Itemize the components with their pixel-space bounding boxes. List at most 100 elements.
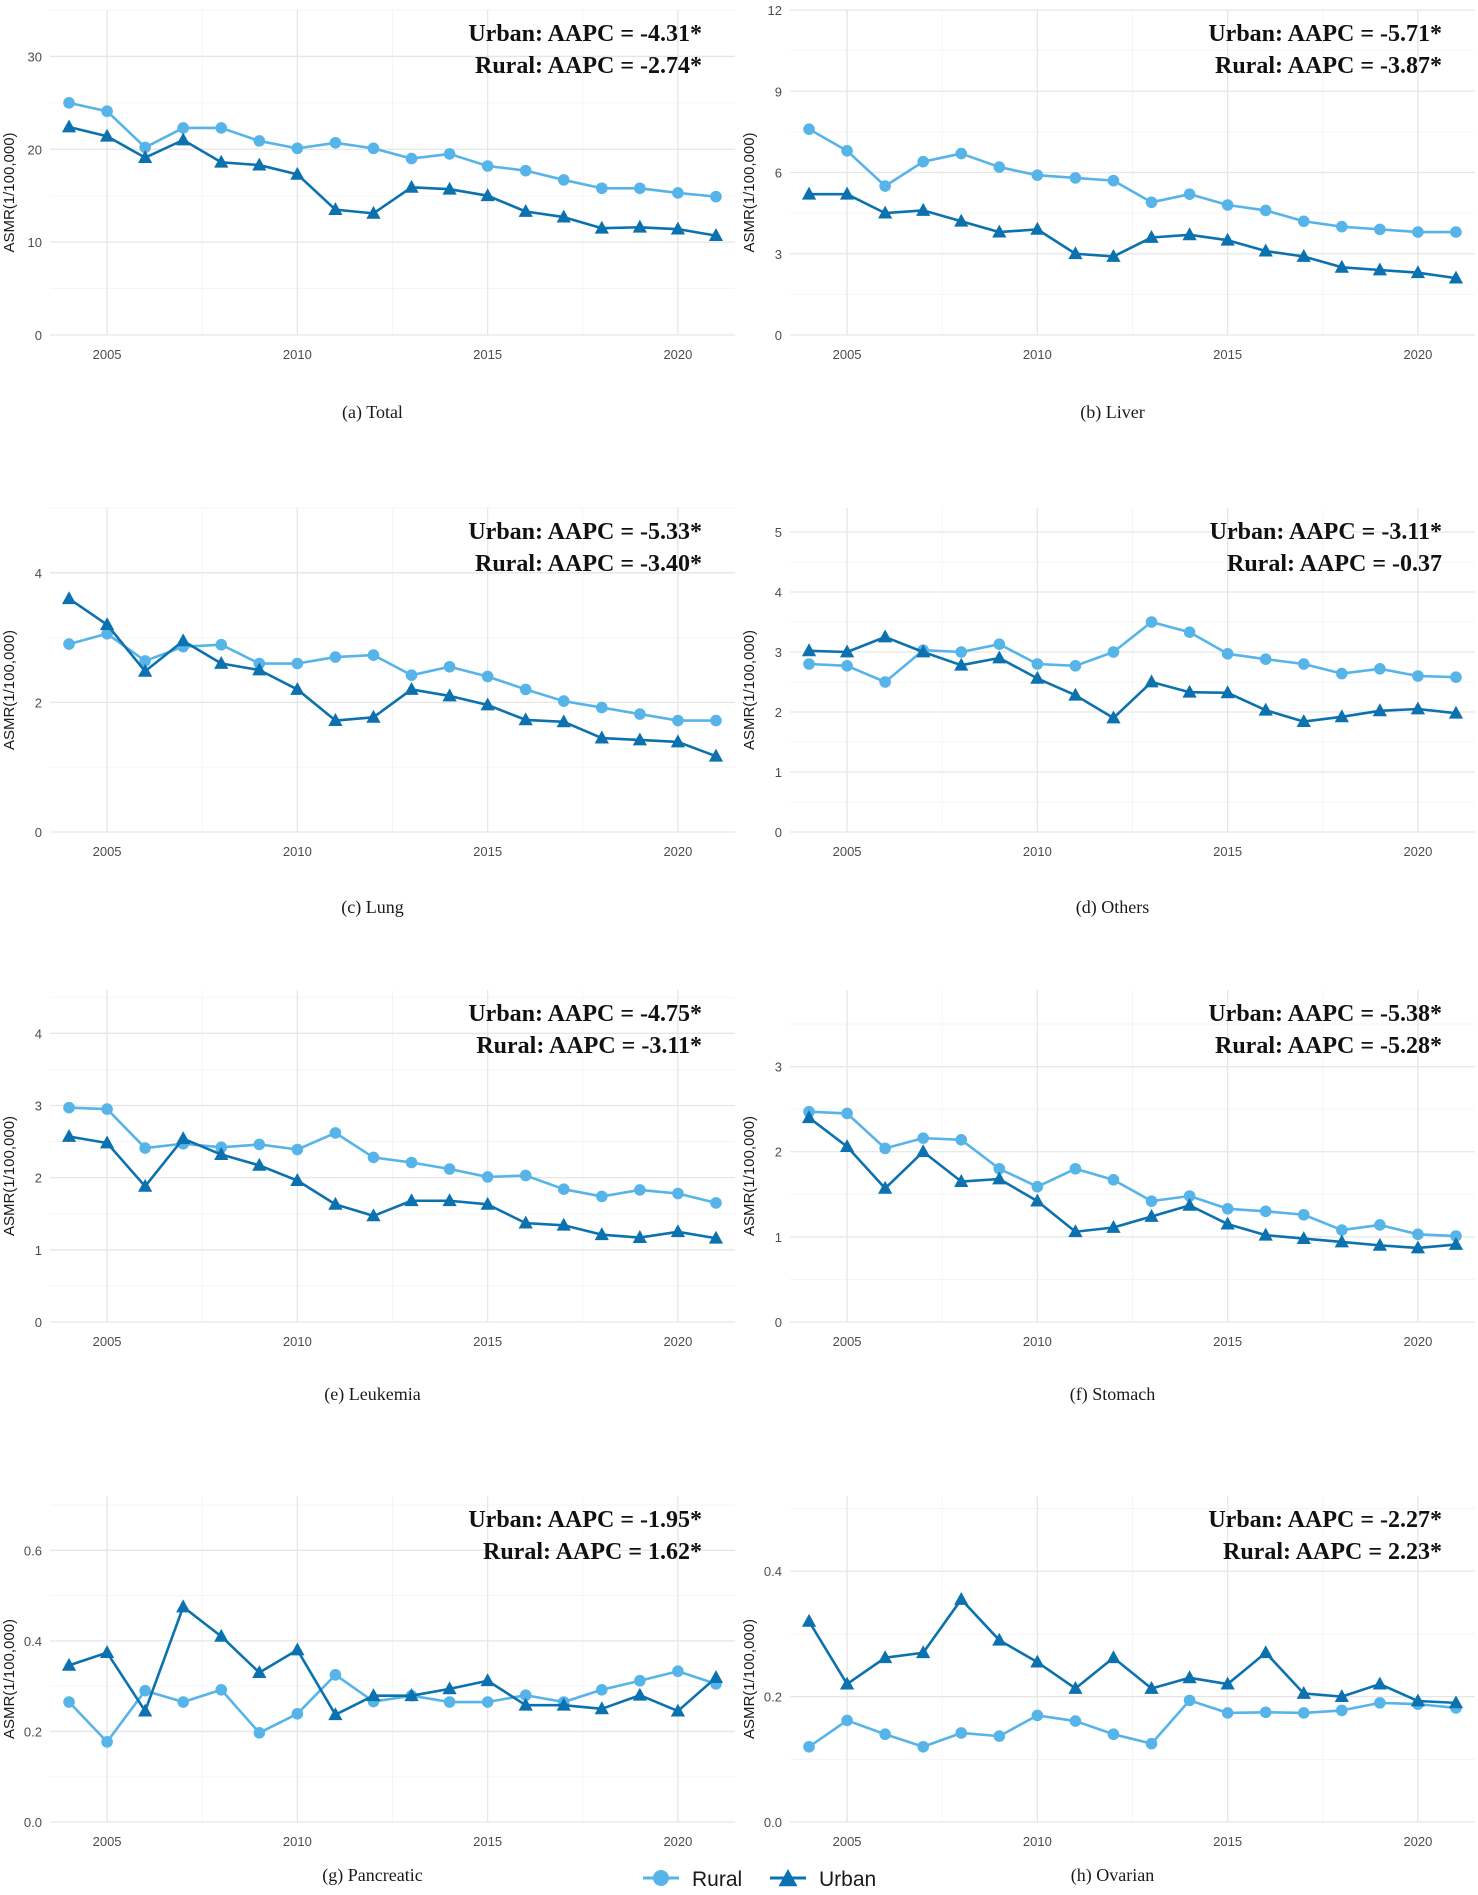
rural-data-point	[1336, 1224, 1348, 1236]
rural-data-point	[672, 714, 684, 727]
urban-data-point	[1182, 227, 1197, 241]
rural-data-point	[1183, 626, 1196, 638]
rural-data-point	[993, 638, 1006, 650]
rural-data-point	[1069, 660, 1082, 672]
urban-data-point	[1030, 1654, 1045, 1668]
rural-data-point	[1145, 1737, 1158, 1750]
urban-data-point	[99, 1645, 115, 1659]
panel-caption: (c) Lung	[341, 897, 403, 918]
y-tick-label: 10	[28, 235, 42, 250]
urban-data-point	[839, 186, 855, 200]
y-tick-label: 30	[28, 49, 42, 64]
urban-data-point	[61, 119, 77, 133]
urban-data-point	[1144, 1680, 1159, 1694]
rural-data-point	[917, 1740, 929, 1753]
urban-data-point	[290, 1173, 305, 1186]
y-tick-label: 3	[775, 1060, 782, 1075]
urban-data-point	[556, 1697, 571, 1711]
rural-series-line	[68, 1106, 717, 1205]
urban-data-point	[1182, 1197, 1197, 1211]
urban-data-point	[1258, 243, 1273, 257]
rural-series-line	[808, 1110, 1457, 1238]
urban-data-point	[878, 1180, 893, 1194]
urban-data-point	[252, 662, 267, 676]
rural-data-point	[215, 122, 228, 134]
rural-data-point	[710, 714, 722, 727]
rural-data-point	[1031, 1709, 1044, 1722]
urban-data-point	[61, 591, 77, 605]
urban-data-point	[594, 1227, 609, 1241]
urban-data-point	[954, 213, 969, 227]
urban-data-point	[1030, 221, 1045, 235]
urban-data-point	[1106, 710, 1121, 724]
urban-data-point	[442, 1681, 457, 1695]
chart-panel-7: 0.0 0.2 0.4 0.6 2005 2010 2015 2020 ASMR(1/100,0…	[1, 1496, 735, 1886]
urban-data-point	[954, 657, 969, 671]
rural-data-point	[1297, 1707, 1310, 1719]
urban-data-point	[214, 656, 229, 669]
y-tick-label: 2	[775, 705, 782, 720]
urban-data-point	[801, 1110, 817, 1124]
urban-data-point	[328, 713, 343, 726]
urban-data-point	[1182, 684, 1197, 698]
rural-data-point	[993, 1730, 1006, 1742]
y-axis-label: ASMR(1/100,000)	[741, 132, 758, 252]
urban-data-point	[878, 1650, 893, 1664]
rural-data-point	[405, 669, 418, 681]
y-tick-label: 0	[35, 1315, 42, 1330]
rural-data-point	[329, 1127, 342, 1139]
y-tick-label: 5	[775, 525, 782, 540]
x-tick-label: 2005	[833, 1834, 862, 1849]
urban-data-point	[916, 644, 931, 658]
rural-data-point	[481, 1171, 494, 1183]
rural-data-point	[101, 105, 113, 118]
x-tick-label: 2005	[93, 1334, 122, 1349]
x-tick-label: 2005	[833, 347, 862, 362]
rural-data-point	[955, 147, 968, 160]
urban-data-point	[916, 1144, 931, 1158]
y-tick-label: 1	[775, 1230, 782, 1245]
rural-data-point	[63, 1696, 75, 1708]
rural-data-point	[803, 1740, 815, 1753]
urban-aapc-annotation: Urban: AAPC = -5.33*	[468, 519, 702, 545]
urban-data-point	[214, 154, 229, 168]
urban-aapc-annotation: Urban: AAPC = -4.31*	[468, 21, 702, 47]
urban-data-point	[1220, 685, 1235, 699]
x-tick-label: 2015	[473, 844, 502, 859]
rural-data-point	[1183, 1694, 1196, 1707]
urban-data-point	[992, 1171, 1007, 1185]
urban-data-point	[290, 1642, 305, 1656]
urban-aapc-annotation: Urban: AAPC = -3.11*	[1210, 519, 1442, 545]
rural-data-point	[1450, 226, 1462, 238]
urban-data-point	[954, 1591, 969, 1605]
rural-data-point	[596, 182, 608, 195]
urban-aapc-annotation: Urban: AAPC = -4.75*	[468, 1001, 702, 1027]
rural-data-point	[481, 670, 494, 683]
rural-data-point	[253, 135, 266, 147]
x-tick-label: 2010	[283, 1334, 312, 1349]
urban-data-point	[518, 1215, 533, 1229]
rural-series-line	[808, 620, 1457, 684]
x-tick-label: 2005	[93, 347, 122, 362]
urban-data-point	[1296, 248, 1311, 262]
rural-data-point	[841, 145, 853, 157]
urban-data-point	[138, 1703, 153, 1717]
y-tick-label: 0.0	[24, 1815, 42, 1830]
urban-data-point	[404, 1193, 419, 1207]
rural-data-point	[1259, 653, 1272, 665]
x-tick-label: 2015	[1213, 347, 1242, 362]
y-tick-label: 4	[35, 566, 42, 581]
urban-data-point	[632, 1687, 647, 1701]
x-tick-label: 2010	[1023, 1834, 1052, 1849]
rural-data-point	[139, 1684, 151, 1697]
rural-data-point	[1183, 188, 1196, 200]
rural-aapc-annotation: Rural: AAPC = -3.40*	[475, 551, 702, 577]
urban-data-point	[138, 150, 153, 164]
urban-data-point	[1334, 1689, 1349, 1703]
chart-panel-8: 0.0 0.2 0.4 2005 2010 2015 2020 ASMR(1/100,000)…	[741, 1496, 1475, 1886]
urban-data-point	[556, 209, 571, 223]
urban-data-point	[290, 166, 305, 180]
rural-data-point	[879, 180, 891, 192]
urban-data-point	[1220, 232, 1235, 246]
rural-data-point	[519, 1169, 532, 1182]
